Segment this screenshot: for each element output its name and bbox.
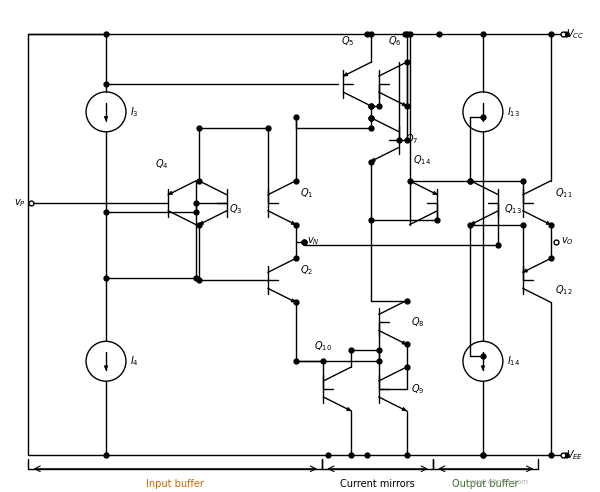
Text: $Q_{12}$: $Q_{12}$ xyxy=(555,283,572,297)
Polygon shape xyxy=(291,299,296,302)
Polygon shape xyxy=(371,158,376,161)
Text: $Q_1$: $Q_1$ xyxy=(300,186,313,200)
Polygon shape xyxy=(402,407,407,411)
Text: $Q_{13}$: $Q_{13}$ xyxy=(505,202,522,215)
Text: Current mirrors: Current mirrors xyxy=(340,479,415,489)
Polygon shape xyxy=(433,191,437,195)
Text: $I_{14}$: $I_{14}$ xyxy=(507,354,520,368)
Text: $Q_{10}$: $Q_{10}$ xyxy=(314,339,332,353)
Polygon shape xyxy=(346,407,351,411)
Text: Input buffer: Input buffer xyxy=(146,479,204,489)
Text: $Q_6$: $Q_6$ xyxy=(388,34,401,48)
Text: Output buffer: Output buffer xyxy=(452,479,519,489)
Polygon shape xyxy=(523,269,527,273)
Text: $Q_9$: $Q_9$ xyxy=(410,382,424,396)
Text: www.eitnics.com: www.eitnics.com xyxy=(470,479,529,485)
Text: $Q_{11}$: $Q_{11}$ xyxy=(555,186,572,200)
Text: $Q_2$: $Q_2$ xyxy=(300,263,313,277)
Text: $v_O$: $v_O$ xyxy=(561,236,574,247)
Text: $I_{13}$: $I_{13}$ xyxy=(507,105,520,119)
Polygon shape xyxy=(291,221,296,225)
Text: $Q_8$: $Q_8$ xyxy=(410,315,424,329)
Polygon shape xyxy=(402,102,407,106)
Text: $Q_3$: $Q_3$ xyxy=(229,202,242,215)
Polygon shape xyxy=(402,341,407,344)
Polygon shape xyxy=(546,221,551,225)
Polygon shape xyxy=(104,117,108,121)
Text: $V_{EE}$: $V_{EE}$ xyxy=(566,449,583,462)
Polygon shape xyxy=(481,366,485,370)
Text: $V_{CC}$: $V_{CC}$ xyxy=(566,28,584,41)
Polygon shape xyxy=(470,221,475,225)
Text: $Q_4$: $Q_4$ xyxy=(155,157,169,171)
Text: $v_N$: $v_N$ xyxy=(307,236,320,247)
Polygon shape xyxy=(104,366,108,370)
Text: $I_4$: $I_4$ xyxy=(130,354,139,368)
Polygon shape xyxy=(343,73,348,76)
Text: $Q_7$: $Q_7$ xyxy=(404,133,418,147)
Polygon shape xyxy=(168,191,173,195)
Text: $Q_{14}$: $Q_{14}$ xyxy=(413,153,430,167)
Polygon shape xyxy=(199,221,203,225)
Polygon shape xyxy=(481,117,485,121)
Text: $I_3$: $I_3$ xyxy=(130,105,139,119)
Text: $Q_5$: $Q_5$ xyxy=(341,34,354,48)
Text: $v_P$: $v_P$ xyxy=(14,197,26,209)
